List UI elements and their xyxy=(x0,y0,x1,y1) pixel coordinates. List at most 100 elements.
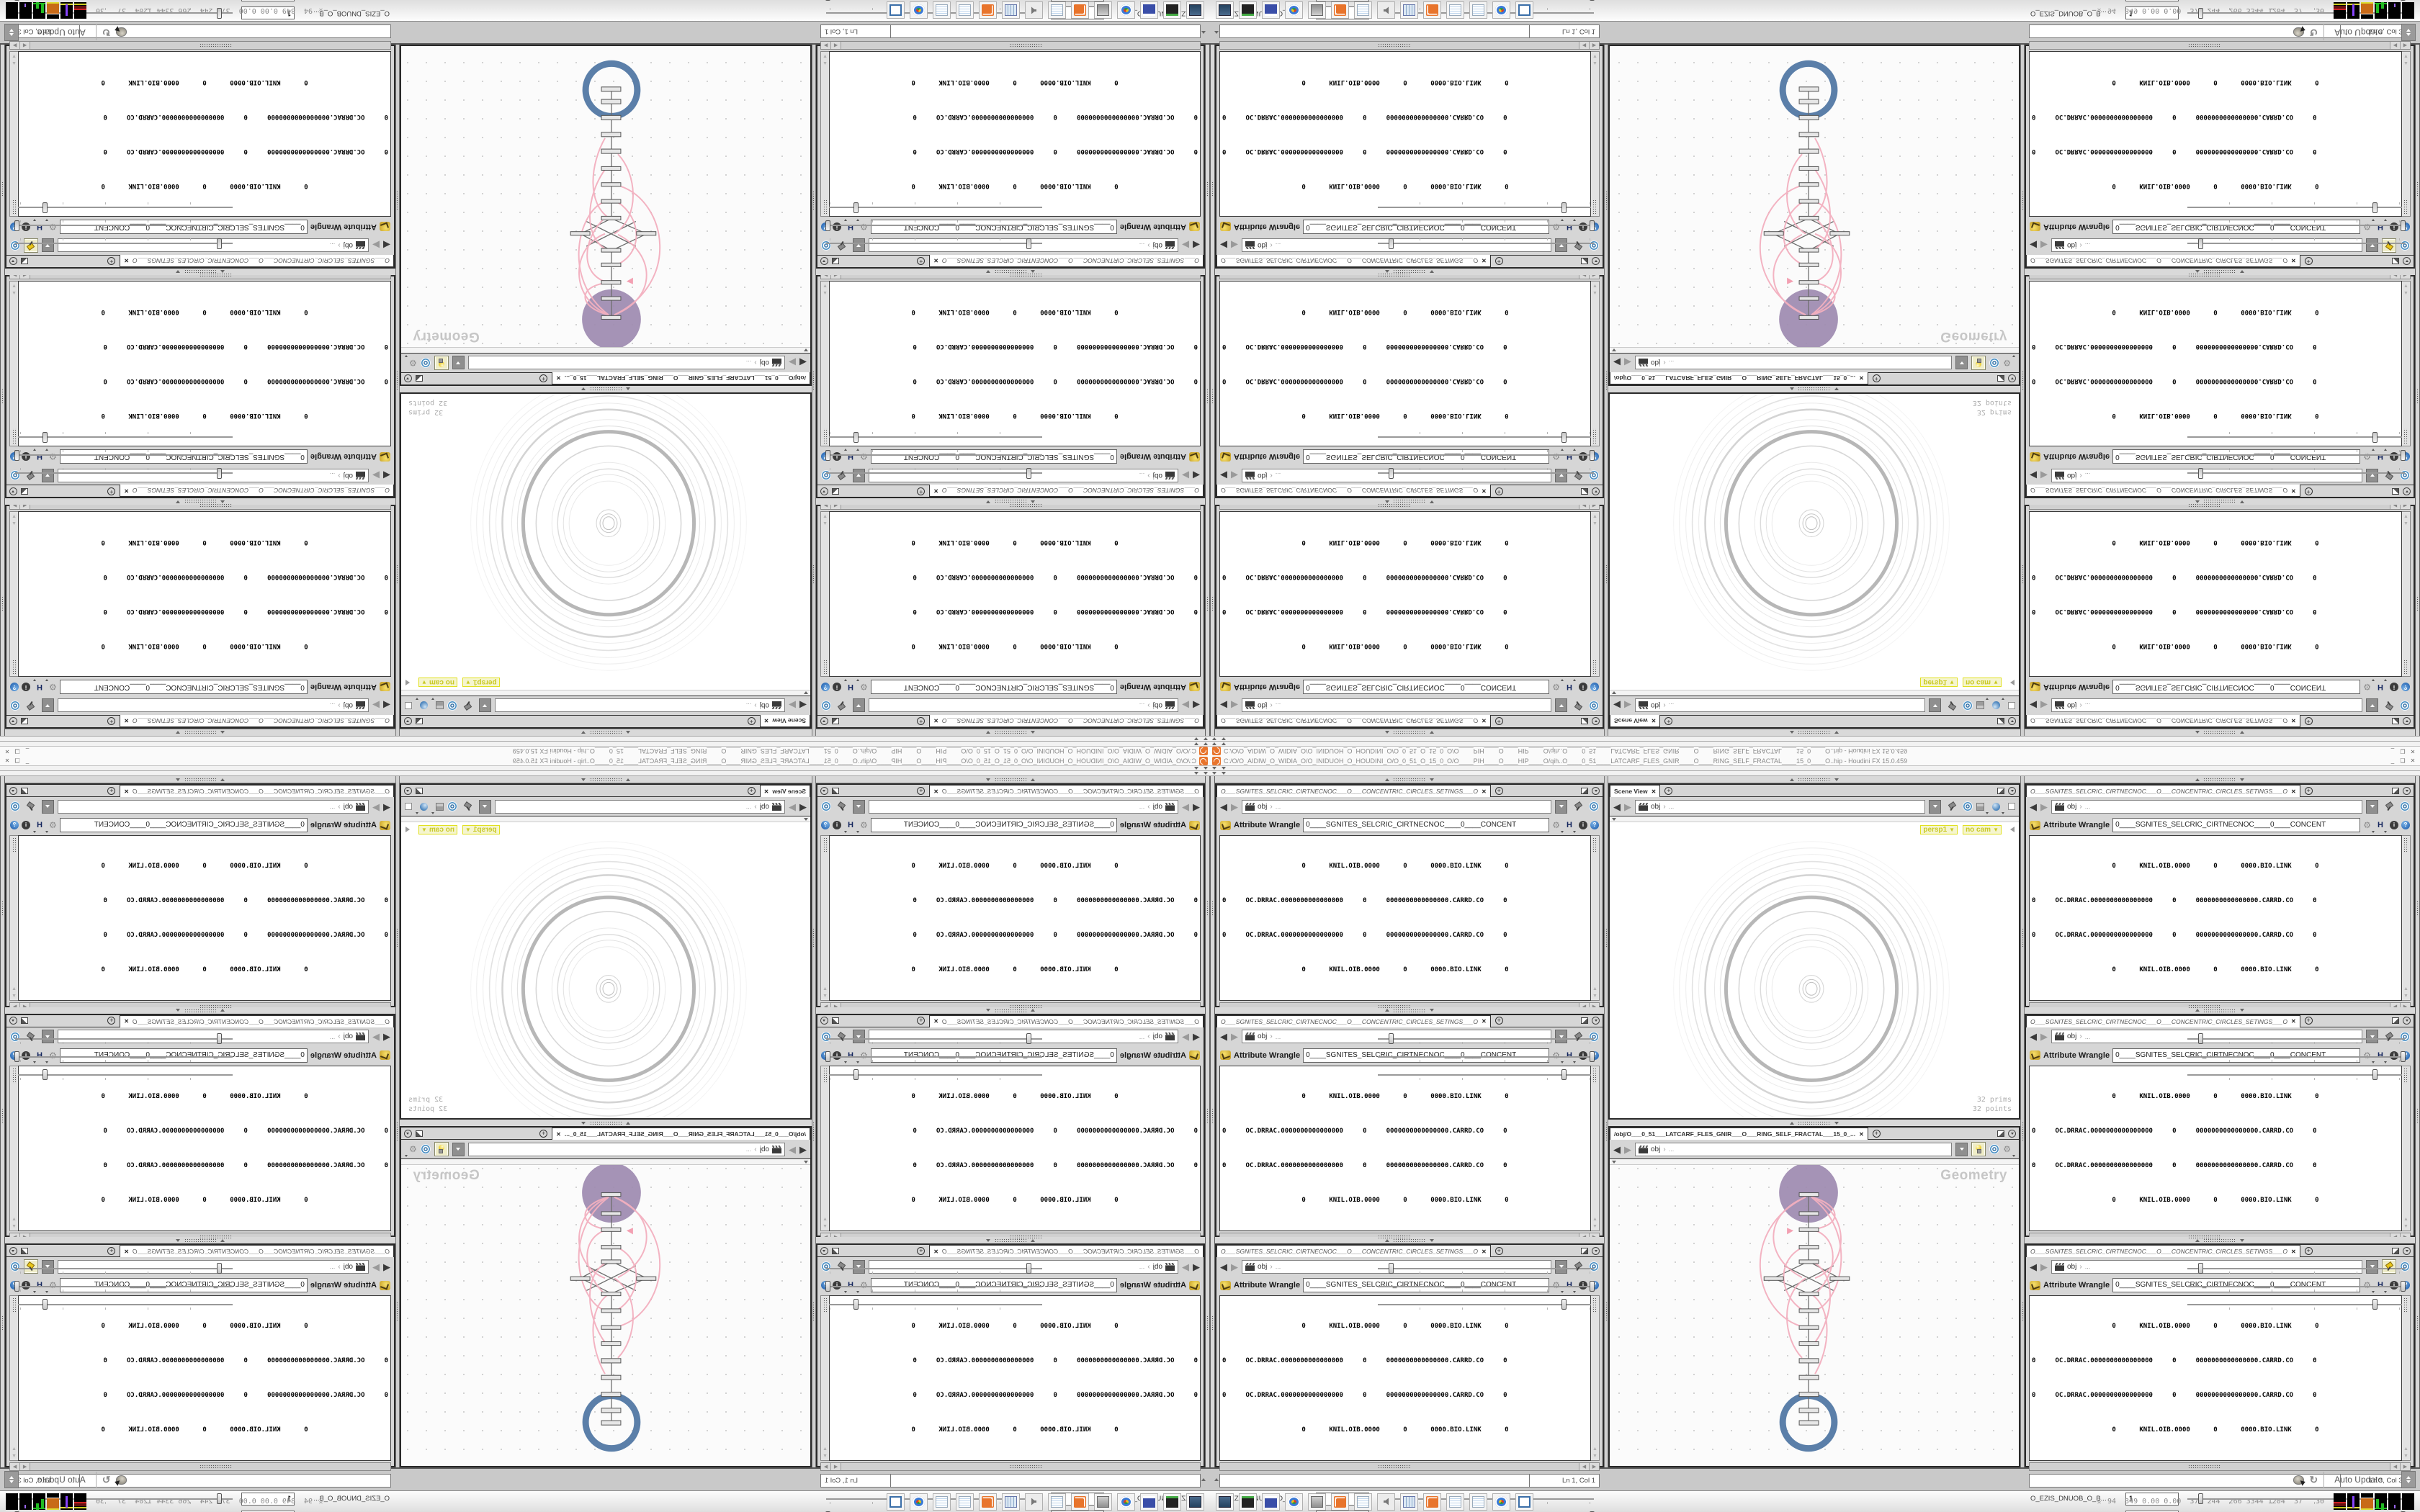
scene-viewport[interactable]: persp1 ▼ no cam ▼ 32 prims 32 points xyxy=(1610,816,2019,1118)
pin-toggle[interactable] xyxy=(24,698,38,713)
collapse-arrow-icon[interactable] xyxy=(405,680,410,685)
vex-code-editor[interactable]: 0 KNIL.OIB.0000 0 0000.BIO.LINK 0 0 OC.D… xyxy=(2029,1295,2402,1462)
slider-handle[interactable] xyxy=(1561,432,1567,444)
attribute-wrangle-icon[interactable] xyxy=(1220,451,1231,462)
tab-close-icon[interactable]: ✕ xyxy=(1481,788,1487,795)
houdini-icon[interactable] xyxy=(1071,1493,1089,1511)
scrollbar-handle[interactable] xyxy=(1378,1464,1412,1470)
new-tab-button[interactable]: + xyxy=(913,485,930,498)
attribute-wrangle-icon[interactable] xyxy=(380,820,390,830)
notepad-icon[interactable] xyxy=(933,1,951,19)
new-tab-button[interactable]: + xyxy=(913,1014,930,1027)
code-vertical-scrollbar[interactable]: ▲ ▼ xyxy=(9,50,18,217)
node-name-field[interactable]: 0____SGNITES_SELCRIC_CIRTNECNOC____0____… xyxy=(2112,680,2361,694)
expand-playbar-icon[interactable] xyxy=(1201,31,1206,34)
parameter-slider[interactable] xyxy=(2187,0,2406,1)
parameter-slider[interactable] xyxy=(1378,1281,1595,1292)
scroll-right-icon[interactable]: ▶ xyxy=(1589,1233,1599,1241)
maximize-pane-icon[interactable] xyxy=(2392,487,2399,495)
back-icon[interactable]: ◀ xyxy=(1193,801,1200,812)
scene-viewport[interactable]: persp1 ▼ no cam ▼ 32 prims 32 points xyxy=(1610,394,2019,696)
editor-message-field[interactable] xyxy=(890,1473,1201,1488)
gear-icon[interactable]: ⚙ xyxy=(48,682,57,692)
gear-icon[interactable]: ⚙ xyxy=(859,820,868,830)
pin-toggle[interactable] xyxy=(1571,799,1585,814)
new-tab-button[interactable]: + xyxy=(2300,1015,2317,1027)
forward-icon[interactable]: ▶ xyxy=(789,357,796,369)
slider-handle[interactable] xyxy=(1026,238,1031,249)
parameter-slider[interactable] xyxy=(826,1032,1042,1045)
scroll-down-icon[interactable]: ▼ xyxy=(1592,994,1597,999)
info-icon[interactable]: i xyxy=(833,683,841,691)
code-vertical-scrollbar[interactable]: ▲ ▼ xyxy=(1591,281,1600,447)
notepad-icon[interactable] xyxy=(1354,1,1372,19)
scroll-up-icon[interactable]: ▲ xyxy=(12,986,17,991)
parameter-slider[interactable] xyxy=(825,1050,1042,1063)
scrollbar-handle[interactable] xyxy=(1008,273,1042,278)
scrollbar-handle[interactable] xyxy=(1008,1234,1042,1239)
back-icon[interactable]: ◀ xyxy=(1193,1031,1200,1043)
vertical-splitter[interactable] xyxy=(2020,45,2025,736)
chrome-icon[interactable] xyxy=(1492,1493,1510,1511)
media-player-icon[interactable] xyxy=(1239,1,1257,19)
pane-menu-icon[interactable] xyxy=(404,374,412,383)
slider-handle[interactable] xyxy=(14,1050,20,1062)
back-icon[interactable]: ◀ xyxy=(1220,469,1227,481)
pin-toggle[interactable] xyxy=(835,698,849,713)
tab-close-icon[interactable]: ✕ xyxy=(556,374,561,382)
houdini-help-icon[interactable]: H xyxy=(2378,821,2383,829)
breadcrumb[interactable]: obj › ... xyxy=(869,799,1178,814)
code-horizontal-scrollbar[interactable]: ◀ ▶ xyxy=(820,271,1201,280)
code-vertical-scrollbar[interactable]: ▲ ▼ xyxy=(2402,281,2411,447)
breadcrumb-root[interactable]: obj xyxy=(2067,241,2077,250)
maximize-pane-icon[interactable] xyxy=(21,258,28,265)
houdini-icon[interactable] xyxy=(979,1493,997,1511)
new-tab-button[interactable]: + xyxy=(103,785,120,797)
tab-parameters[interactable]: O___SGNITES_SELCRIC_CIRTNECNOC___O___CON… xyxy=(120,485,394,498)
horizontal-splitter[interactable] xyxy=(1608,386,2020,392)
minimize-button[interactable]: _ xyxy=(25,748,30,755)
back-icon[interactable]: ◀ xyxy=(383,240,390,251)
camera-persp-selector[interactable]: persp1 ▼ xyxy=(462,825,500,834)
parameter-slider[interactable] xyxy=(1378,220,1595,231)
attribute-wrangle-icon[interactable] xyxy=(1189,820,1200,830)
code-vertical-scrollbar[interactable]: ▲ ▼ xyxy=(9,1295,18,1462)
edge-splitter[interactable] xyxy=(1205,45,1210,736)
code-horizontal-scrollbar[interactable]: ◀ ▶ xyxy=(820,1002,1201,1011)
attribute-wrangle-icon[interactable] xyxy=(2030,1050,2040,1061)
houdini-icon[interactable] xyxy=(1423,1,1441,19)
back-icon[interactable]: ◀ xyxy=(2030,1031,2037,1043)
maximize-pane-icon[interactable] xyxy=(1997,718,2004,725)
new-tab-button[interactable]: + xyxy=(1868,1128,1885,1140)
slider-handle[interactable] xyxy=(1389,1263,1394,1274)
screen-share-icon[interactable] xyxy=(1094,1,1112,19)
code-horizontal-scrollbar[interactable]: ◀ ▶ xyxy=(2029,501,2411,510)
pane-menu-icon[interactable] xyxy=(1592,487,1600,495)
houdini-help-icon[interactable]: H xyxy=(848,683,853,691)
breadcrumb-root[interactable]: obj xyxy=(1152,241,1162,250)
recook-icon[interactable]: ↻ xyxy=(2309,27,2318,38)
scroll-up-icon[interactable]: ▲ xyxy=(823,1216,828,1222)
breadcrumb-root[interactable]: obj xyxy=(1258,1032,1268,1041)
back-icon[interactable]: ◀ xyxy=(1193,1261,1200,1272)
scroll-down-icon[interactable]: ▼ xyxy=(1592,1454,1597,1459)
column-splitter[interactable] xyxy=(1215,729,1604,736)
node-name-field[interactable]: 0____SGNITES_SELCRIC_CIRTNECNOC____0____… xyxy=(1303,1278,1550,1293)
breadcrumb-root[interactable]: obj xyxy=(1258,1262,1268,1271)
slider-handle[interactable] xyxy=(2198,1493,2204,1504)
scroll-up-icon[interactable]: ▲ xyxy=(1592,986,1597,991)
code-vertical-scrollbar[interactable]: ▲ ▼ xyxy=(820,1065,829,1231)
path-dropdown-button[interactable] xyxy=(1555,799,1567,814)
image-viewer-icon[interactable] xyxy=(1515,1,1533,19)
scroll-up-icon[interactable]: ▲ xyxy=(823,1446,828,1452)
forward-icon[interactable]: ▶ xyxy=(372,240,380,251)
maximize-pane-icon[interactable] xyxy=(1581,787,1588,794)
parameter-slider[interactable] xyxy=(1378,432,1594,444)
tab-close-icon[interactable]: ✕ xyxy=(1481,1248,1487,1255)
slider-handle[interactable] xyxy=(2400,1281,2406,1292)
vex-code-editor[interactable]: 0 KNIL.OIB.0000 0 0000.BIO.LINK 0 0 OC.D… xyxy=(1219,281,1591,447)
help-icon[interactable]: ? xyxy=(1590,683,1599,691)
forward-icon[interactable]: ▶ xyxy=(2040,801,2048,812)
code-vertical-scrollbar[interactable]: ▲ ▼ xyxy=(1591,1295,1600,1462)
code-vertical-scrollbar[interactable]: ▲ ▼ xyxy=(820,50,829,217)
